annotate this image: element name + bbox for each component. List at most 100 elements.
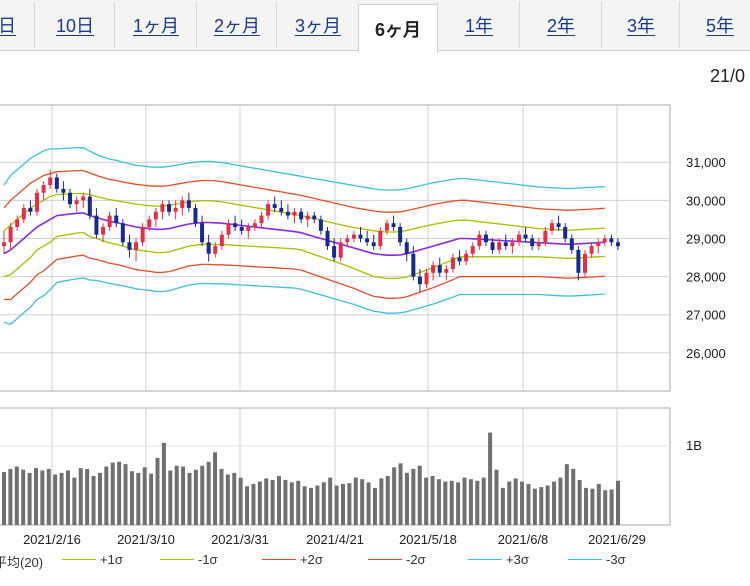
candle-body [272, 204, 277, 208]
legend-label-plus1sigma: +1σ [100, 552, 123, 567]
x-tick-label: 2021/2/16 [23, 532, 81, 547]
candle-body [87, 196, 92, 216]
candle-body [404, 242, 409, 254]
candle-body [338, 242, 343, 258]
volume-bar [251, 483, 256, 525]
candle-body [464, 253, 469, 262]
legend-label-plus2sigma: +2σ [300, 552, 323, 567]
volume-bar [340, 483, 345, 525]
volume-tick-label: 1B [686, 438, 702, 453]
candle-body [21, 207, 26, 220]
tab-3y[interactable]: 3年 [601, 2, 680, 48]
volume-bar [590, 488, 595, 525]
volume-bar [110, 462, 115, 525]
candle-body [68, 192, 73, 205]
tab-1m[interactable]: 1ヶ月 [114, 2, 197, 48]
band-line [3, 169, 605, 213]
candle-body [285, 211, 290, 216]
volume-bar [40, 470, 45, 525]
candle-body [411, 253, 416, 277]
candle-body [556, 223, 561, 228]
candle-body [193, 207, 198, 224]
volume-bar [539, 487, 544, 525]
volume-bar [65, 470, 70, 525]
candle-body [332, 246, 337, 258]
candle-body [391, 223, 396, 228]
candle-body [48, 177, 53, 186]
candle-body [483, 234, 488, 243]
legend-swatch-plus3sigma [468, 559, 502, 560]
price-tick-label: 26,000 [686, 346, 726, 361]
volume-bar [481, 477, 486, 525]
volume-bar [385, 476, 390, 525]
candle-body [602, 238, 607, 243]
candle-body [312, 215, 317, 220]
tab-10d[interactable]: 10日 [34, 2, 115, 48]
volume-bar [488, 432, 493, 525]
tab-2m[interactable]: 2ヶ月 [196, 2, 277, 48]
candle-body [107, 215, 112, 228]
candle-body [510, 242, 515, 247]
candle-body [569, 238, 574, 250]
candle-body [431, 265, 436, 273]
candle-body [74, 200, 79, 205]
volume-bar [53, 474, 58, 525]
volume-bar [379, 478, 384, 525]
candle-body [94, 215, 99, 235]
candle-body [167, 204, 172, 212]
volume-bar [91, 476, 96, 525]
volume-bar [142, 467, 147, 525]
legend-swatch-minus3sigma [568, 559, 602, 560]
candle-body [54, 177, 59, 189]
candle-body [378, 230, 383, 247]
candle-body [576, 249, 581, 273]
legend-label-ma20: 平均(20) [0, 555, 44, 570]
candle-body [127, 242, 132, 250]
volume-bar [507, 481, 512, 525]
volume-bar [609, 489, 614, 525]
candle-body [563, 227, 568, 239]
volume-bar [456, 482, 461, 525]
candle-body [239, 227, 244, 231]
band-line [3, 277, 605, 326]
volume-bar [347, 483, 352, 525]
volume-bar [238, 477, 243, 525]
volume-bar [584, 487, 589, 525]
candle-body [252, 223, 257, 228]
candle-body [490, 242, 495, 250]
volume-bar [78, 468, 83, 525]
candle-body [81, 196, 86, 201]
candle-body [523, 234, 528, 239]
volume-bar [494, 469, 499, 525]
x-tick-label: 2021/5/18 [399, 532, 457, 547]
volume-bar [462, 477, 467, 525]
volume-bar [193, 469, 198, 525]
tab-1d[interactable]: 日 [0, 16, 16, 36]
volume-bar [97, 472, 102, 525]
volume-bar [372, 487, 377, 525]
candle-body [15, 219, 20, 228]
legend-item-minus2sigma: -2σ [368, 552, 426, 567]
legend-item-ma20: 平均(20) [0, 552, 43, 571]
price-tick-label: 31,000 [686, 155, 726, 170]
candle-body [2, 242, 6, 247]
price-tick-label: 30,000 [686, 193, 726, 208]
volume-bar [181, 466, 186, 525]
legend-item-minus3sigma: -3σ [568, 552, 626, 567]
tab-2y[interactable]: 2年 [519, 2, 602, 48]
volume-bar [443, 481, 448, 525]
volume-bar [596, 483, 601, 525]
candle-body [120, 223, 125, 243]
candle-body [140, 227, 145, 243]
candle-body [616, 242, 620, 247]
volume-bar [513, 478, 518, 525]
volume-bar [59, 472, 64, 525]
volume-bar [392, 467, 397, 525]
volume-bar [558, 477, 563, 525]
candle-body [259, 215, 264, 224]
tab-3m[interactable]: 3ヶ月 [276, 2, 359, 48]
tab-1y[interactable]: 1年 [437, 2, 520, 48]
tab-5y[interactable]: 5年 [679, 2, 750, 48]
candle-body [180, 200, 185, 208]
